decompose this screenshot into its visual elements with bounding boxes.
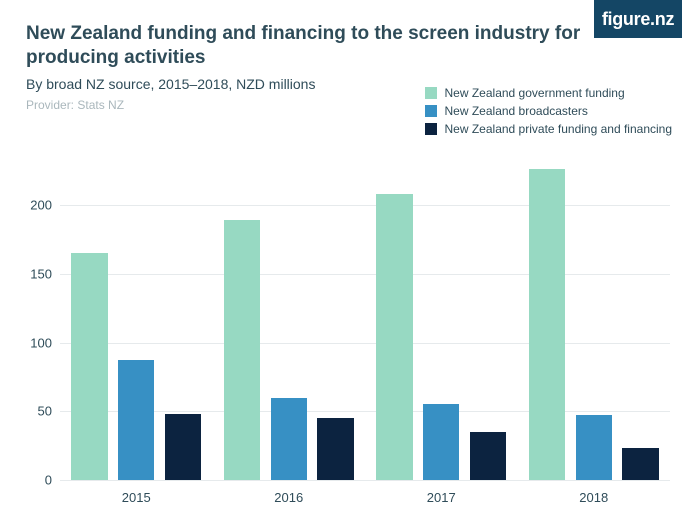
x-axis-label: 2015 (122, 490, 151, 505)
plot-area: 0501001502002015201620172018 (60, 150, 670, 480)
x-axis-label: 2016 (274, 490, 303, 505)
bar (118, 360, 154, 480)
y-axis-label: 50 (12, 404, 52, 419)
figure-nz-logo: figure.nz (594, 0, 682, 38)
y-axis-label: 200 (12, 198, 52, 213)
legend-item: New Zealand private funding and financin… (425, 122, 672, 136)
bar (423, 404, 459, 480)
bar (576, 415, 612, 480)
gridline (60, 205, 670, 206)
y-axis-label: 100 (12, 335, 52, 350)
bar (317, 418, 353, 480)
bar (271, 398, 307, 481)
legend-item: New Zealand broadcasters (425, 104, 672, 118)
legend-label: New Zealand private funding and financin… (445, 122, 672, 136)
legend-swatch (425, 123, 437, 135)
bar (224, 220, 260, 480)
bar (165, 414, 201, 480)
bar (376, 194, 412, 480)
legend-swatch (425, 87, 437, 99)
legend: New Zealand government funding New Zealan… (425, 86, 672, 140)
bar (71, 253, 107, 480)
chart-title: New Zealand funding and financing to the… (26, 22, 586, 70)
bar (622, 448, 658, 480)
gridline (60, 480, 670, 481)
bar (470, 432, 506, 480)
legend-swatch (425, 105, 437, 117)
legend-label: New Zealand broadcasters (445, 104, 588, 118)
bar (529, 169, 565, 480)
gridline (60, 343, 670, 344)
legend-label: New Zealand government funding (445, 86, 625, 100)
x-axis-label: 2018 (579, 490, 608, 505)
logo-text: figure.nz (602, 9, 674, 30)
chart-canvas: figure.nz New Zealand funding and financ… (0, 0, 700, 525)
y-axis-label: 0 (12, 473, 52, 488)
legend-item: New Zealand government funding (425, 86, 672, 100)
x-axis-label: 2017 (427, 490, 456, 505)
y-axis-label: 150 (12, 266, 52, 281)
gridline (60, 274, 670, 275)
